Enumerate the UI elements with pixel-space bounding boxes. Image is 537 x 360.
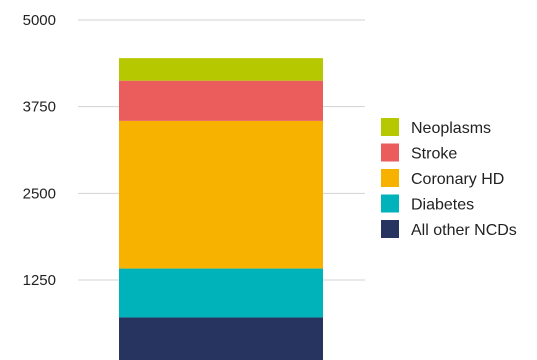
y-tick-label: 3750 (23, 99, 56, 116)
y-tick-label: 5000 (23, 12, 56, 29)
y-tick-label: 2500 (23, 185, 56, 202)
bar-segment-coronary-hd (119, 120, 323, 269)
legend-label-neoplasms: Neoplasms (411, 120, 491, 137)
legend-label-all-other-ncds: All other NCDs (411, 222, 517, 239)
legend-swatch-neoplasms (381, 118, 399, 136)
bar-segment-all-other-ncds (119, 317, 323, 360)
legend: Neoplasms Stroke Coronary HD Diabetes All ot… (381, 118, 517, 239)
legend-label-coronary-hd: Coronary HD (411, 171, 504, 188)
legend-swatch-all-other-ncds (381, 220, 399, 238)
bar-segment-neoplasms (119, 58, 323, 81)
legend-swatch-stroke (381, 143, 399, 162)
bar-segment-diabetes (119, 268, 323, 318)
legend-label-stroke: Stroke (411, 146, 457, 163)
legend-label-diabetes: Diabetes (411, 197, 474, 214)
legend-swatch-diabetes (381, 194, 399, 213)
legend-swatch-coronary-hd (381, 169, 399, 187)
bar-stack (119, 58, 323, 360)
y-tick-label: 1250 (23, 272, 56, 289)
bar-segment-stroke (119, 80, 323, 121)
y-axis-tick-labels: 1250 2500 3750 5000 (23, 12, 56, 289)
